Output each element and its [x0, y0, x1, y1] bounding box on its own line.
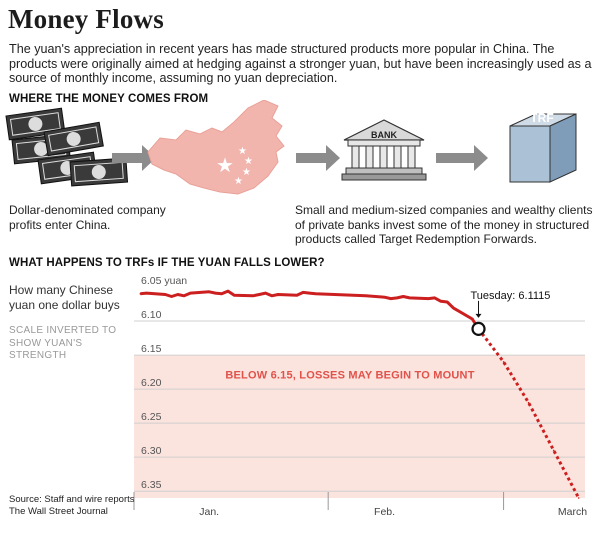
callout-arrowhead — [475, 313, 482, 318]
y-tick-label: 6.10 — [141, 309, 162, 321]
flow-arrow-2 — [296, 145, 340, 171]
data-point — [271, 295, 273, 297]
data-point — [296, 294, 298, 296]
flow-arrow-3 — [436, 145, 488, 171]
data-point — [214, 292, 217, 294]
source-line-1: Source: Staff and wire reports — [9, 494, 135, 505]
section-heading-money-source: WHERE THE MONEY COMES FROM — [9, 93, 209, 105]
data-point — [452, 307, 455, 309]
scale-inverted-note: SCALE INVERTED TO SHOW YUAN'S STRENGTH — [9, 325, 117, 361]
data-point — [314, 293, 317, 295]
data-point — [170, 295, 173, 298]
chart-y-label: How many Chinese yuan one dollar buys — [9, 283, 120, 312]
y-tick-label: 6.25 — [141, 411, 162, 423]
yuan-line-chart: BELOW 6.15, LOSSES MAY BEGIN TO MOUNT 6.… — [133, 275, 587, 518]
y-tick-label: 6.30 — [141, 445, 162, 457]
dollar-bills-icon — [5, 107, 129, 187]
data-point — [552, 449, 555, 452]
svg-text:★: ★ — [242, 167, 251, 178]
data-point — [446, 301, 449, 303]
data-point — [402, 295, 405, 298]
china-map-icon: ★ ★ ★ ★ ★ — [147, 100, 285, 195]
data-point — [408, 297, 411, 299]
yuan-series-line — [140, 289, 480, 330]
x-tick-label: March — [558, 506, 587, 518]
y-tick-label: 6.15 — [141, 343, 162, 355]
data-point — [471, 318, 474, 320]
source-line-2: The Wall Street Journal — [9, 506, 108, 517]
data-point — [177, 293, 179, 296]
data-point — [233, 294, 235, 296]
trf-label: TRF — [530, 111, 553, 125]
trf-cube-icon: TRF — [509, 111, 577, 183]
data-point — [189, 292, 192, 294]
data-point — [390, 297, 392, 300]
svg-text:★: ★ — [216, 153, 234, 177]
data-point — [220, 293, 223, 295]
data-point — [527, 401, 530, 404]
svg-text:★: ★ — [244, 156, 253, 167]
data-point — [302, 291, 304, 294]
data-point — [145, 292, 148, 294]
y-tick-label: 6.20 — [141, 377, 162, 389]
data-point — [164, 293, 167, 296]
data-point — [252, 295, 254, 297]
data-point — [208, 291, 210, 293]
caption-dollar-profits: Dollar-denominated company profits enter… — [9, 203, 166, 232]
bank-label: BANK — [371, 130, 397, 140]
bank-building-icon: BANK — [341, 119, 427, 181]
money-flow-diagram: ★ ★ ★ ★ ★ BANK TRF — [5, 100, 577, 195]
svg-text:★: ★ — [234, 176, 243, 187]
data-point — [440, 300, 442, 303]
subtitle: The yuan's appreciation in recent years … — [9, 42, 592, 85]
callout-marker — [471, 321, 486, 336]
data-point — [365, 295, 367, 297]
data-point — [227, 290, 229, 292]
y-tick-label: 6.35 — [141, 479, 162, 491]
callout-label: Tuesday: 6.1115 — [471, 290, 551, 302]
flow-arrow-1 — [112, 145, 156, 171]
data-point — [308, 292, 311, 294]
data-point — [427, 297, 430, 300]
data-point — [258, 293, 261, 296]
source-note: Source: Staff and wire reports The Wall … — [9, 494, 159, 518]
data-point — [433, 297, 436, 299]
data-point — [139, 293, 142, 295]
y-tick-label: 6.05 yuan — [141, 275, 187, 287]
data-point — [264, 292, 267, 294]
section-heading-trf-risk: WHAT HAPPENS TO TRFs IF THE YUAN FALLS L… — [9, 257, 325, 269]
data-point — [396, 297, 398, 299]
caption-trf-investment: Small and medium-sized companies and wea… — [295, 203, 593, 246]
svg-text:★: ★ — [238, 146, 247, 157]
x-tick-label: Feb. — [374, 506, 395, 518]
data-point — [277, 293, 279, 296]
loss-zone-label: BELOW 6.15, LOSSES MAY BEGIN TO MOUNT — [225, 369, 474, 381]
data-point — [577, 497, 580, 499]
data-point — [383, 296, 386, 298]
page-title: Money Flows — [8, 4, 164, 34]
data-point — [502, 361, 505, 363]
x-tick-label: Jan. — [199, 506, 219, 518]
loss-zone — [134, 355, 585, 498]
data-point — [183, 295, 185, 297]
